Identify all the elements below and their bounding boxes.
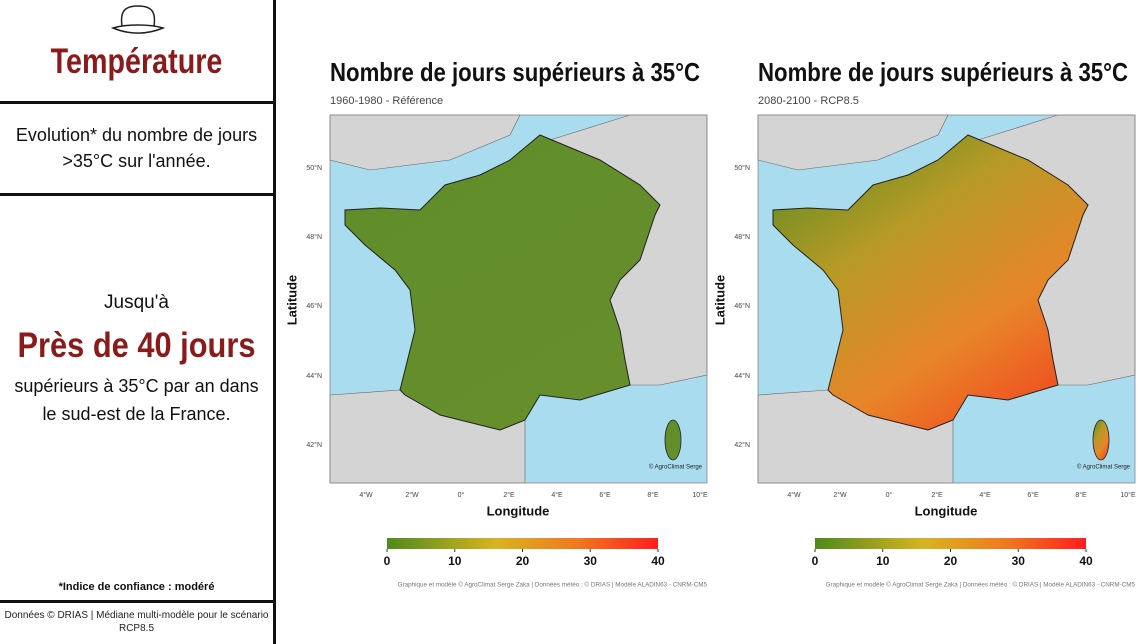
map: [757, 114, 1136, 484]
y-axis-label: Latitude: [284, 275, 299, 326]
lead: Jusqu'à: [104, 292, 169, 313]
map-title: Nombre de jours supérieurs à 35°C: [758, 57, 1128, 87]
lat-tick-label: 44°N: [306, 372, 322, 380]
x-axis-label: Longitude: [487, 503, 550, 518]
text-line: >35°C sur l'année.: [62, 151, 211, 171]
colorbar-tick-label: 0: [812, 554, 819, 568]
lat-tick-label: 46°N: [734, 302, 750, 310]
lon-tick-label: 0°: [886, 491, 893, 499]
lat-tick-label: 44°N: [734, 372, 750, 380]
map-credit: Graphique et modèle © AgroClimat Serge Z…: [398, 581, 708, 589]
map-watermark: © AgroClimat Serge: [1077, 464, 1131, 471]
lon-tick-label: 2°E: [503, 491, 515, 499]
source: Données © DRIAS | Médiane multi-modèle p…: [0, 609, 273, 635]
map-subtitle: 1960-1980 - Référence: [330, 95, 443, 107]
corsica: [1092, 419, 1110, 461]
france: [772, 134, 1089, 431]
intro: Evolution* du nombre de jours >35°C sur l…: [0, 122, 273, 174]
text-line: Données © DRIAS | Médiane multi-modèle p…: [4, 610, 269, 621]
frame: [329, 114, 708, 484]
detail: supérieurs à 35°C par an dans le sud-est …: [0, 372, 273, 428]
lat-tick-label: 50°N: [306, 164, 322, 172]
text-line: le sud-est de la France.: [42, 404, 231, 424]
map-subtitle: 2080-2100 - RCP8.5: [758, 95, 859, 107]
frame: [757, 114, 1136, 484]
hat-icon: [110, 5, 166, 34]
colorbar: [815, 538, 1086, 549]
lat-tick-label: 46°N: [306, 302, 322, 310]
colorbar-tick-label: 30: [1012, 554, 1026, 568]
lat-tick-label: 42°N: [734, 441, 750, 449]
colorbar-tick-label: 0: [384, 554, 391, 568]
colorbar-tick-label: 40: [1079, 554, 1093, 568]
colorbar-tick-label: 30: [584, 554, 598, 568]
map-watermark: © AgroClimat Serge: [649, 464, 703, 471]
text-line: Evolution* du nombre de jours: [15, 125, 258, 145]
divider: [0, 600, 273, 603]
corsica: [664, 419, 682, 461]
lon-tick-label: 8°E: [647, 491, 659, 499]
text-line: supérieurs à 35°C par an dans: [14, 376, 259, 396]
x-axis-label: Longitude: [915, 503, 978, 518]
lon-tick-label: 2°W: [405, 491, 419, 499]
map-title: Nombre de jours supérieurs à 35°C: [330, 57, 700, 87]
lat-tick-label: 48°N: [734, 233, 750, 241]
lat-tick-label: 50°N: [734, 164, 750, 172]
lon-tick-label: 6°E: [599, 491, 611, 499]
maps: Nombre de jours supérieurs à 35°C 1960-19…: [284, 57, 1136, 589]
lon-tick-label: 6°E: [1027, 491, 1039, 499]
lon-tick-label: 8°E: [1075, 491, 1087, 499]
lat-tick-label: 42°N: [306, 441, 322, 449]
sidebar: Température Evolution* du nombre de jour…: [0, 0, 276, 644]
lon-tick-label: 4°E: [979, 491, 991, 499]
colorbar: [387, 538, 658, 549]
map-credit: Graphique et modèle © AgroClimat Serge Z…: [826, 581, 1136, 589]
colorbar-tick-label: 20: [944, 554, 958, 568]
note: *Indice de confiance : modéré: [58, 581, 215, 593]
lon-tick-label: 2°E: [931, 491, 943, 499]
y-axis-label: Latitude: [712, 275, 727, 326]
lon-tick-label: 4°E: [551, 491, 563, 499]
lon-tick-label: 10°E: [1120, 491, 1136, 499]
text-line: RCP8.5: [118, 623, 154, 634]
sidebar-title: Température: [50, 42, 223, 81]
colorbar-tick-label: 10: [448, 554, 462, 568]
divider: [0, 193, 273, 196]
map: [329, 114, 708, 484]
lon-tick-label: 4°W: [787, 491, 801, 499]
lat-tick-label: 48°N: [306, 233, 322, 241]
lon-tick-label: 4°W: [359, 491, 373, 499]
lon-tick-label: 0°: [458, 491, 465, 499]
divider: [0, 101, 273, 104]
france: [344, 134, 661, 431]
highlight: Près de 40 jours: [17, 326, 256, 365]
lon-tick-label: 2°W: [833, 491, 847, 499]
lon-tick-label: 10°E: [692, 491, 708, 499]
colorbar-tick-label: 10: [876, 554, 890, 568]
colorbar-tick-label: 20: [516, 554, 530, 568]
colorbar-tick-label: 40: [651, 554, 665, 568]
